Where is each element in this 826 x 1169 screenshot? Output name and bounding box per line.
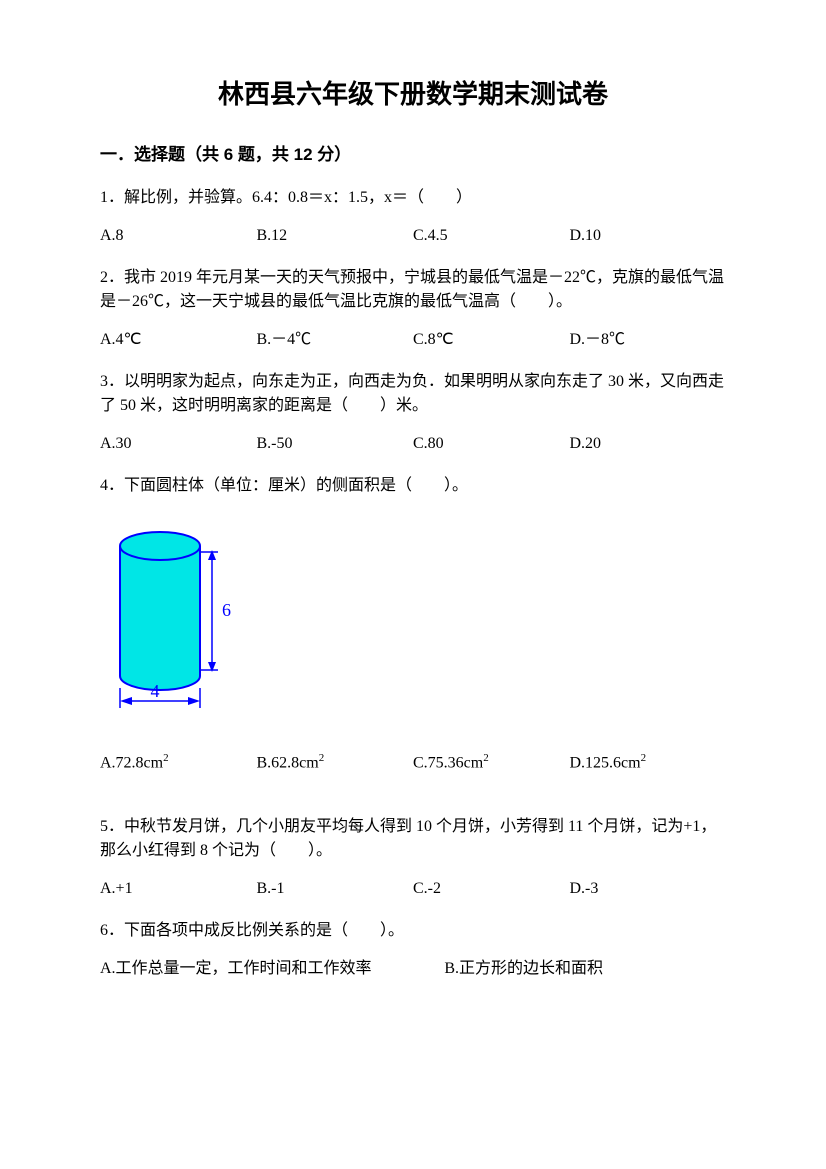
q3-option-a: A.30 (100, 432, 257, 456)
q1-option-d: D.10 (570, 224, 727, 248)
q4-option-a: A.72.8cm2 (100, 750, 257, 775)
q5-option-c: C.-2 (413, 877, 570, 901)
question-4-options: A.72.8cm2 B.62.8cm2 C.75.36cm2 D.125.6cm… (100, 750, 726, 775)
q4-option-d: D.125.6cm2 (570, 750, 727, 775)
question-4-text: 4．下面圆柱体（单位：厘米）的侧面积是（ ）。 (100, 474, 726, 498)
q3-option-d: D.20 (570, 432, 727, 456)
q2-option-b: B.－4℃ (257, 328, 414, 352)
q1-option-a: A.8 (100, 224, 257, 248)
page: 林西县六年级下册数学期末测试卷 一．选择题（共 6 题，共 12 分） 1．解比… (0, 0, 826, 1169)
question-1-options: A.8 B.12 C.4.5 D.10 (100, 224, 726, 248)
q6-option-b: B.正方形的边长和面积 (444, 957, 726, 981)
q4-option-c: C.75.36cm2 (413, 750, 570, 775)
q1-option-c: C.4.5 (413, 224, 570, 248)
question-3-options: A.30 B.-50 C.80 D.20 (100, 432, 726, 456)
diameter-dim-label: 4 (151, 681, 160, 701)
height-dim-label: 6 (222, 600, 231, 620)
page-title: 林西县六年级下册数学期末测试卷 (100, 75, 726, 114)
q4-option-b: B.62.8cm2 (257, 750, 414, 775)
q5-option-b: B.-1 (257, 877, 414, 901)
diameter-dim-arrow-right (188, 697, 200, 705)
diameter-dim-arrow-left (120, 697, 132, 705)
question-1-text: 1．解比例，并验算。6.4：0.8＝x：1.5，x＝（ ） (100, 186, 726, 210)
question-6-text: 6．下面各项中成反比例关系的是（ ）。 (100, 919, 726, 943)
cylinder-body-fill (120, 546, 200, 676)
q2-option-a: A.4℃ (100, 328, 257, 352)
cylinder-svg: 6 4 (100, 516, 260, 716)
q2-option-c: C.8℃ (413, 328, 570, 352)
q5-option-d: D.-3 (570, 877, 727, 901)
question-5-options: A.+1 B.-1 C.-2 D.-3 (100, 877, 726, 901)
question-2-options: A.4℃ B.－4℃ C.8℃ D.－8℃ (100, 328, 726, 352)
q6-option-a: A.工作总量一定，工作时间和工作效率 (100, 957, 444, 981)
question-2-text: 2．我市 2019 年元月某一天的天气预报中，宁城县的最低气温是－22℃，克旗的… (100, 266, 726, 314)
q3-option-c: C.80 (413, 432, 570, 456)
q2-option-d: D.－8℃ (570, 328, 727, 352)
question-3-text: 3．以明明家为起点，向东走为正，向西走为负．如果明明从家向东走了 30 米，又向… (100, 370, 726, 418)
q5-option-a: A.+1 (100, 877, 257, 901)
q3-option-b: B.-50 (257, 432, 414, 456)
section-header-1: 一．选择题（共 6 题，共 12 分） (100, 142, 726, 168)
q1-option-b: B.12 (257, 224, 414, 248)
question-5-text: 5．中秋节发月饼，几个小朋友平均每人得到 10 个月饼，小芳得到 11 个月饼，… (100, 815, 726, 863)
cylinder-figure: 6 4 (100, 516, 726, 724)
question-6-options: A.工作总量一定，工作时间和工作效率 B.正方形的边长和面积 (100, 957, 726, 981)
